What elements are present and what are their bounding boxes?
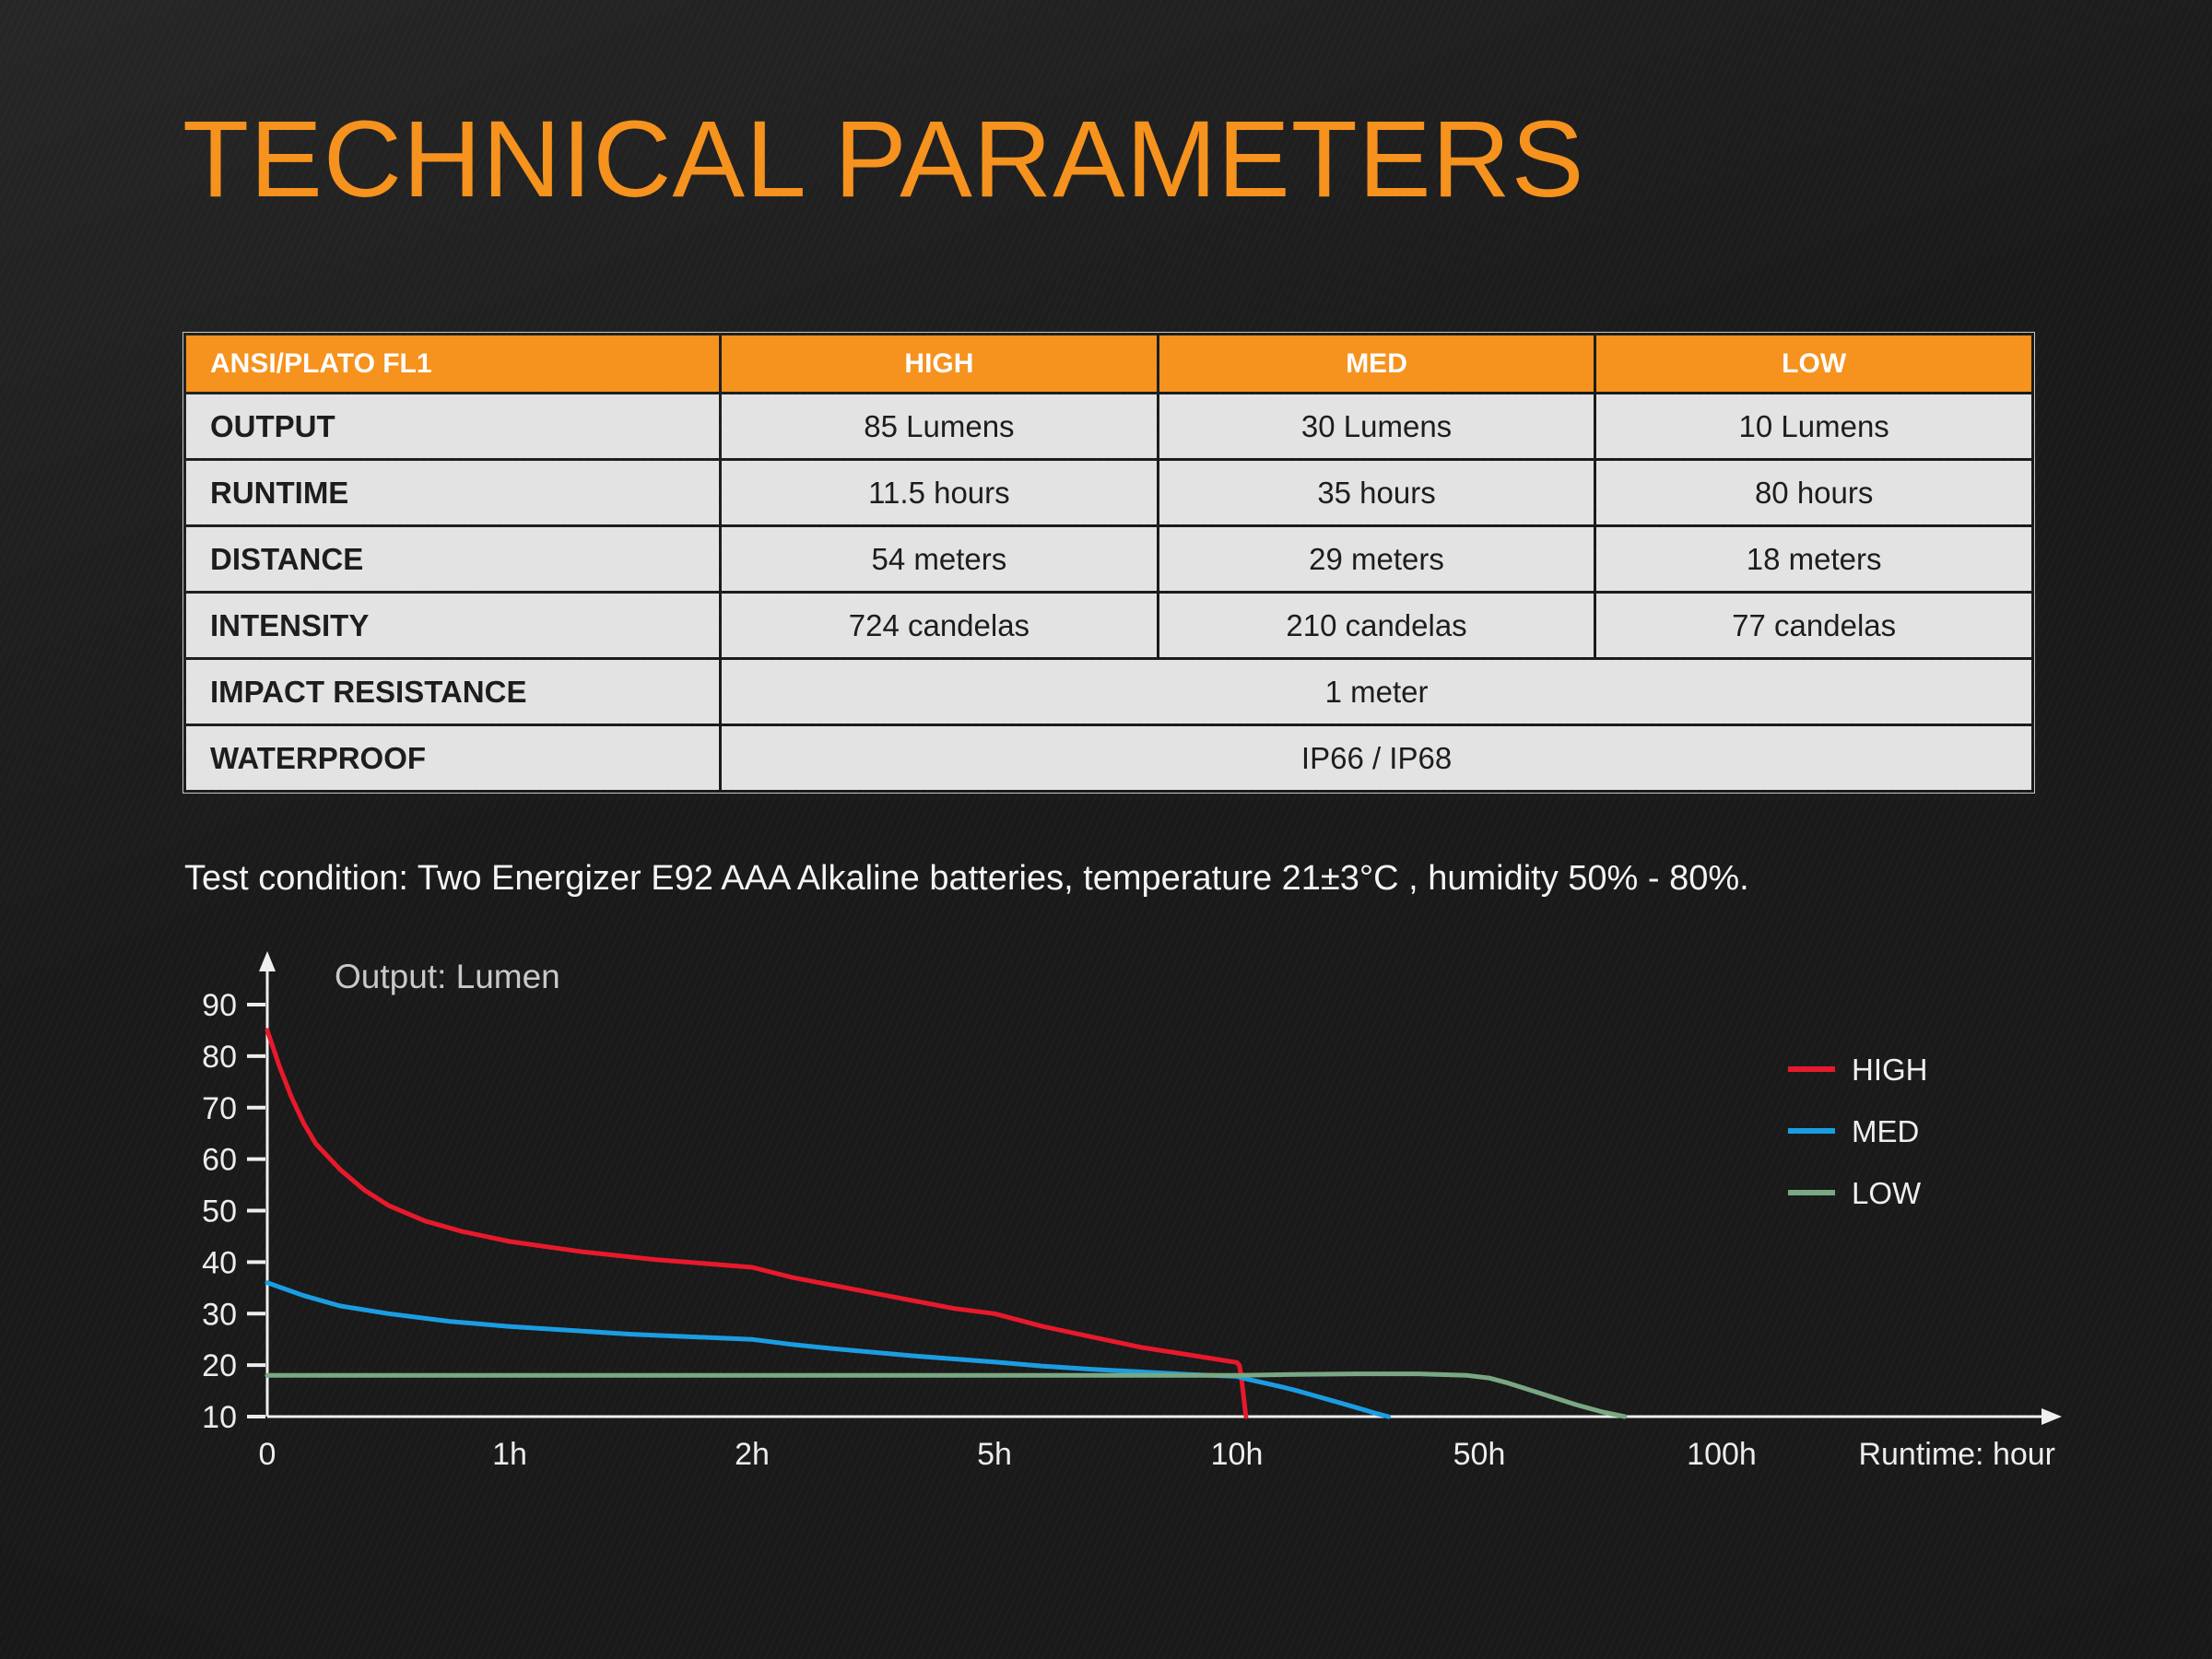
x-tick-label: 1h [492, 1437, 527, 1472]
chart-title: Output: Lumen [335, 958, 560, 995]
table-header-spec: ANSI/PLATO FL1 [186, 335, 720, 392]
legend-label-low: LOW [1852, 1176, 1922, 1210]
legend-label-high: HIGH [1852, 1053, 1928, 1087]
y-tick-label: 70 [202, 1091, 237, 1126]
row-value: 85 Lumens [722, 394, 1157, 458]
y-tick-label: 50 [202, 1194, 237, 1230]
table-row-waterproof: WATERPROOF IP66 / IP68 [186, 726, 2031, 790]
y-tick-label: 10 [202, 1400, 237, 1435]
parameters-table-wrapper: ANSI/PLATO FL1 HIGH MED LOW OUTPUT 85 Lumens… [182, 332, 2035, 794]
table-row-intensity: INTENSITY 724 candelas 210 candelas 77 cand… [186, 594, 2031, 657]
table-row-runtime: RUNTIME 11.5 hours 35 hours 80 hours [186, 461, 2031, 524]
table-row-distance: DISTANCE 54 meters 29 meters 18 meters [186, 527, 2031, 591]
row-label: RUNTIME [186, 461, 720, 524]
row-value: 210 candelas [1159, 594, 1594, 657]
test-condition-note: Test condition: Two Energizer E92 AAA Al… [184, 859, 1749, 898]
x-axis-arrow [2041, 1408, 2062, 1425]
series-line-med [265, 1280, 1391, 1419]
row-label: WATERPROOF [186, 726, 720, 790]
y-tick-label: 60 [202, 1143, 237, 1178]
x-tick-label: 50h [1453, 1437, 1506, 1472]
row-value: 77 candelas [1596, 594, 2031, 657]
row-value: 54 meters [722, 527, 1157, 591]
x-tick-label: 100h [1687, 1437, 1757, 1472]
x-tick-label: 0 [259, 1437, 276, 1472]
row-label: OUTPUT [186, 394, 720, 458]
row-value: 30 Lumens [1159, 394, 1594, 458]
series-line-low [265, 1371, 1628, 1419]
series-line-high [265, 1028, 1249, 1419]
x-tick-label: 10h [1211, 1437, 1264, 1472]
y-axis-arrow [259, 951, 276, 971]
parameters-table: ANSI/PLATO FL1 HIGH MED LOW OUTPUT 85 Lumens… [183, 333, 2034, 793]
y-tick-label: 20 [202, 1348, 237, 1383]
row-value-span: 1 meter [722, 660, 2031, 724]
runtime-chart-svg: 10 20 30 40 50 60 70 80 90 0 1h 2h 5h 10h 50h 100h Runti… [202, 951, 2062, 1472]
row-value: 10 Lumens [1596, 394, 2031, 458]
page-title: TECHNICAL PARAMETERS [182, 99, 1585, 220]
runtime-chart: 10 20 30 40 50 60 70 80 90 0 1h 2h 5h 10h 50h 100h Runti… [180, 940, 2124, 1548]
table-row-impact-resistance: IMPACT RESISTANCE 1 meter [186, 660, 2031, 724]
table-header-row: ANSI/PLATO FL1 HIGH MED LOW [186, 335, 2031, 392]
y-tick-label: 40 [202, 1245, 237, 1280]
row-label: INTENSITY [186, 594, 720, 657]
row-value: 11.5 hours [722, 461, 1157, 524]
table-header-mode-med: MED [1159, 335, 1594, 392]
y-tick-label: 90 [202, 988, 237, 1023]
table-header-mode-high: HIGH [722, 335, 1157, 392]
row-value: 29 meters [1159, 527, 1594, 591]
row-value-span: IP66 / IP68 [722, 726, 2031, 790]
x-tick-label: 5h [977, 1437, 1012, 1472]
table-header-mode-low: LOW [1596, 335, 2031, 392]
row-label: DISTANCE [186, 527, 720, 591]
row-value: 35 hours [1159, 461, 1594, 524]
x-axis-title: Runtime: hour [1858, 1437, 2055, 1472]
row-label: IMPACT RESISTANCE [186, 660, 720, 724]
legend-label-med: MED [1852, 1114, 1919, 1148]
y-tick-label: 30 [202, 1297, 237, 1332]
y-tick-label: 80 [202, 1040, 237, 1075]
table-row-output: OUTPUT 85 Lumens 30 Lumens 10 Lumens [186, 394, 2031, 458]
row-value: 18 meters [1596, 527, 2031, 591]
row-value: 724 candelas [722, 594, 1157, 657]
row-value: 80 hours [1596, 461, 2031, 524]
x-tick-label: 2h [735, 1437, 770, 1472]
